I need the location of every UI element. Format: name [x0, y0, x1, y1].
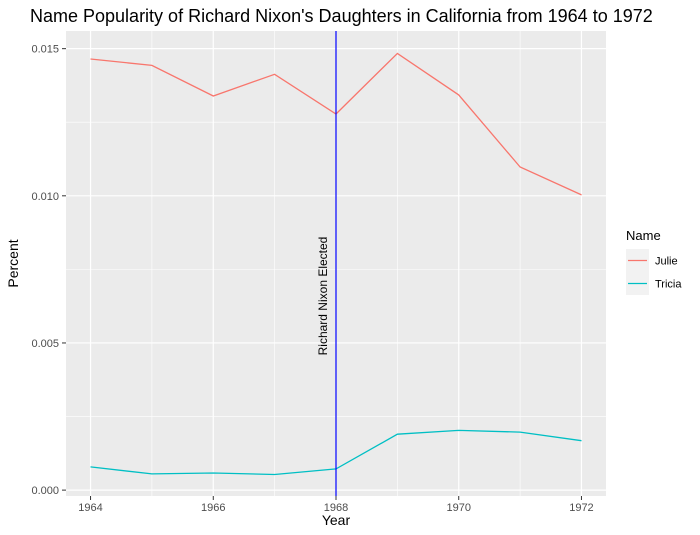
legend: Name Julie Tricia — [626, 228, 682, 295]
annotation-layer: Richard Nixon Elected — [316, 31, 337, 496]
x-tick-label: 1968 — [324, 502, 348, 514]
x-tick-label: 1966 — [201, 502, 225, 514]
election-label: Richard Nixon Elected — [316, 237, 330, 356]
y-axis-label: Percent — [5, 239, 21, 287]
x-axis: 1964 1966 1968 1970 1972 — [78, 496, 594, 514]
legend-label-tricia: Tricia — [655, 279, 682, 291]
y-tick-label: 0.005 — [31, 338, 59, 350]
chart-title: Name Popularity of Richard Nixon's Daugh… — [30, 6, 653, 26]
x-tick-label: 1970 — [446, 502, 470, 514]
y-axis: 0.000 0.005 0.010 0.015 — [31, 44, 66, 497]
legend-label-julie: Julie — [655, 256, 678, 268]
x-tick-label: 1972 — [569, 502, 593, 514]
x-tick-label: 1964 — [78, 502, 102, 514]
y-tick-label: 0.000 — [31, 485, 59, 497]
x-axis-label: Year — [322, 512, 351, 528]
legend-title: Name — [626, 228, 661, 243]
y-tick-label: 0.015 — [31, 44, 59, 56]
y-tick-label: 0.010 — [31, 191, 59, 203]
